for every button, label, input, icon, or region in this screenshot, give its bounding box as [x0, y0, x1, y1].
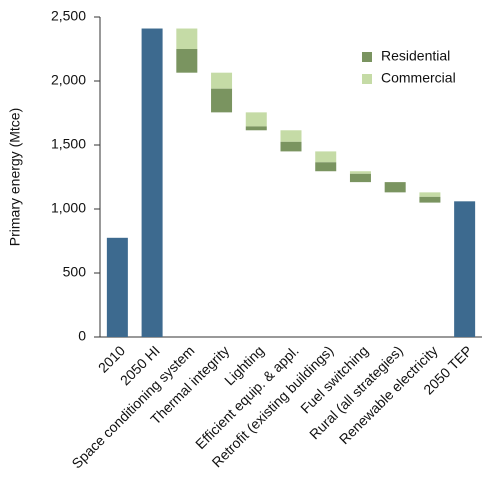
bar-segment [176, 49, 198, 73]
y-axis-label: Primary energy (Mtce) [7, 108, 23, 246]
bar-segment [176, 28, 198, 49]
bar-segment [211, 88, 233, 113]
bar-segment [384, 182, 406, 193]
y-tick-label: 0 [78, 328, 86, 344]
y-tick-label: 500 [63, 264, 87, 280]
bar-segment [419, 192, 441, 197]
bar-segment [245, 126, 267, 131]
bar-segment [419, 196, 441, 203]
bar [454, 201, 476, 337]
bar-segment [245, 112, 267, 127]
legend-label: Commercial [381, 70, 456, 86]
bar-segment [315, 151, 337, 163]
bar [141, 28, 163, 338]
y-tick-label: 1,000 [51, 200, 86, 216]
bar-segment [280, 141, 302, 152]
bar-segment [315, 162, 337, 172]
bar-segment [349, 171, 371, 174]
y-tick-label: 2,000 [51, 72, 86, 88]
bar-segment [349, 173, 371, 183]
bar-segment [280, 130, 302, 142]
y-tick-label: 2,500 [51, 8, 86, 24]
bar [106, 237, 128, 337]
bar-segment [211, 72, 233, 89]
legend-swatch [362, 52, 372, 62]
y-tick-label: 1,500 [51, 136, 86, 152]
legend-swatch [362, 74, 372, 84]
legend-label: Residential [381, 48, 450, 64]
